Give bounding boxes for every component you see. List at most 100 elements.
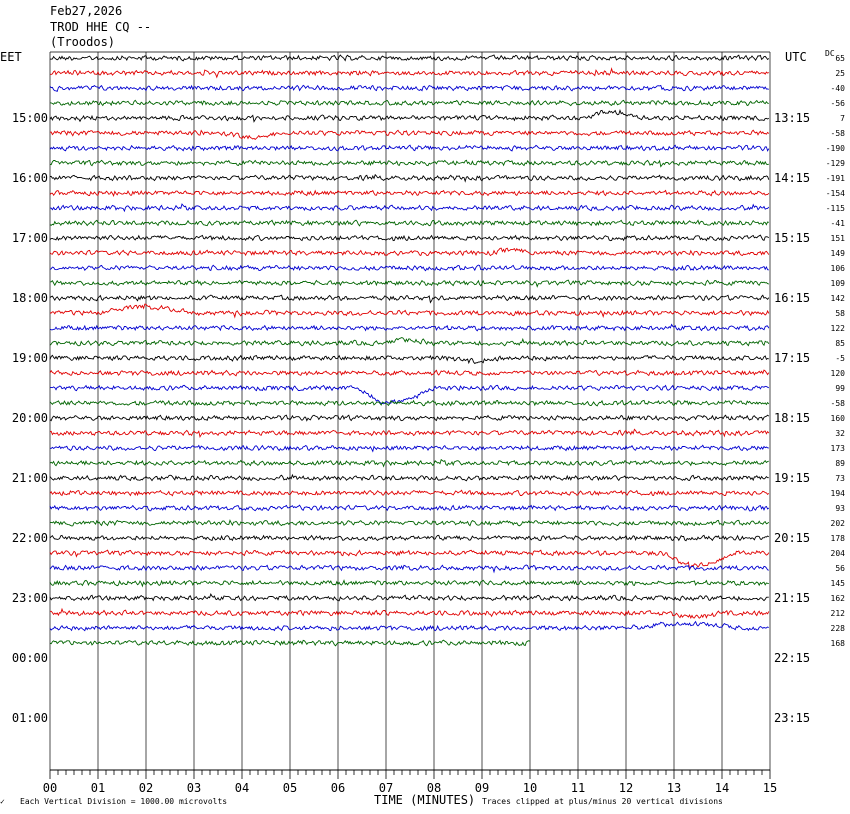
trace-line-1 [49, 67, 770, 79]
trace-line-18 [49, 323, 770, 332]
dc-offset-label: 109 [831, 279, 846, 288]
trace-line-15 [49, 279, 769, 288]
trace-line-17 [50, 303, 770, 319]
trace-line-11 [49, 219, 769, 227]
trace-line-2 [49, 84, 769, 93]
seismic-traces [49, 54, 770, 647]
trace-line-6 [49, 144, 770, 152]
trace-line-0 [49, 54, 770, 62]
trace-line-27 [49, 458, 769, 468]
trace-line-30 [49, 504, 770, 512]
trace-line-32 [49, 534, 770, 542]
dc-offset-label: 173 [831, 444, 846, 453]
dc-offset-label: 25 [835, 69, 845, 78]
dc-offset-label: 99 [835, 384, 845, 393]
trace-line-5 [49, 129, 770, 140]
dc-offset-label: 194 [831, 489, 846, 498]
x-tick-label: 14 [715, 781, 729, 795]
dc-offset-label: -115 [826, 204, 845, 213]
x-tick-label: 02 [139, 781, 153, 795]
trace-line-20 [49, 354, 769, 365]
header-date: Feb27,2026 [50, 4, 123, 18]
trace-line-16 [49, 294, 770, 304]
dc-offset-label: -40 [831, 84, 846, 93]
right-hour-label: 18:15 [774, 411, 810, 425]
x-tick-label: 08 [427, 781, 441, 795]
left-hour-label: 16:00 [12, 171, 48, 185]
x-tick-label: 05 [283, 781, 297, 795]
left-hour-label: 21:00 [12, 471, 48, 485]
trace-line-28 [49, 473, 769, 482]
dc-offset-label: 212 [831, 609, 846, 618]
dc-offset-label: 178 [831, 534, 846, 543]
right-hour-label: 23:15 [774, 711, 810, 725]
dc-offset-label: 58 [835, 309, 845, 318]
left-hour-label: 15:00 [12, 111, 48, 125]
footer-right-note: Traces clipped at plus/minus 20 vertical… [482, 797, 723, 806]
dc-offset-label: 168 [831, 639, 846, 648]
footer-xlabel: TIME (MINUTES) [374, 793, 476, 807]
left-hour-label: 00:00 [12, 651, 48, 665]
dc-offset-label: 85 [835, 339, 845, 348]
dc-offset-label: -129 [826, 159, 845, 168]
dc-offset-label: 202 [831, 519, 846, 528]
dc-offset-label: 32 [835, 429, 845, 438]
x-tick-label: 04 [235, 781, 249, 795]
left-hour-label: 17:00 [12, 231, 48, 245]
right-hour-label: 16:15 [774, 291, 810, 305]
trace-line-22 [50, 384, 770, 405]
dc-offset-label: 149 [831, 249, 846, 258]
trace-line-38 [49, 620, 769, 632]
dc-offset-label: 228 [831, 624, 846, 633]
trace-line-26 [49, 444, 769, 453]
left-hour-label: 01:00 [12, 711, 48, 725]
dc-offset-label: -56 [831, 99, 846, 108]
dc-offset-label: -41 [831, 219, 846, 228]
dc-offset-label: -190 [826, 144, 845, 153]
trace-line-37 [49, 607, 770, 619]
trace-line-35 [49, 579, 769, 588]
trace-line-31 [49, 519, 770, 527]
trace-line-14 [49, 264, 769, 272]
dc-offset-label: -58 [831, 399, 846, 408]
dc-offset-label: 93 [835, 504, 845, 513]
x-tick-label: 06 [331, 781, 345, 795]
trace-line-39 [49, 639, 531, 647]
x-tick-label: 00 [43, 781, 57, 795]
right-hour-label: 21:15 [774, 591, 810, 605]
header-location: (Troodos) [50, 35, 116, 49]
right-hour-label: 20:15 [774, 531, 810, 545]
trace-line-9 [49, 189, 770, 198]
dc-offset-label: 142 [831, 294, 846, 303]
dc-offset-label: 162 [831, 594, 846, 603]
dc-offset-label: -58 [831, 129, 846, 138]
trace-line-21 [49, 369, 770, 377]
trace-line-19 [49, 337, 770, 347]
right-hour-label: 13:15 [774, 111, 810, 125]
x-tick-label: 11 [571, 781, 585, 795]
right-timezone-label: UTC [785, 50, 807, 64]
dc-offset-label: 204 [831, 549, 846, 558]
dc-offset-label: 122 [831, 324, 846, 333]
left-hour-label: 20:00 [12, 411, 48, 425]
left-hour-label: 22:00 [12, 531, 48, 545]
footer-icon: ✓ [0, 797, 5, 806]
dc-header-label: DC [825, 49, 835, 58]
dc-offset-label: 145 [831, 579, 846, 588]
footer-left-note: Each Vertical Division = 1000.00 microvo… [20, 797, 228, 806]
dc-offset-label: 7 [840, 114, 845, 123]
trace-line-25 [49, 428, 770, 439]
x-tick-label: 09 [475, 781, 489, 795]
right-hour-label: 15:15 [774, 231, 810, 245]
x-tick-label: 13 [667, 781, 681, 795]
dc-offset-label: 65 [835, 54, 845, 63]
grid-lines [49, 51, 771, 770]
dc-offset-label: 56 [835, 564, 845, 573]
trace-line-33 [49, 549, 770, 570]
trace-line-8 [49, 173, 770, 183]
right-hour-label: 14:15 [774, 171, 810, 185]
dc-offset-label: -5 [835, 354, 845, 363]
trace-line-7 [49, 159, 769, 168]
trace-line-36 [49, 593, 769, 602]
x-tick-label: 03 [187, 781, 201, 795]
